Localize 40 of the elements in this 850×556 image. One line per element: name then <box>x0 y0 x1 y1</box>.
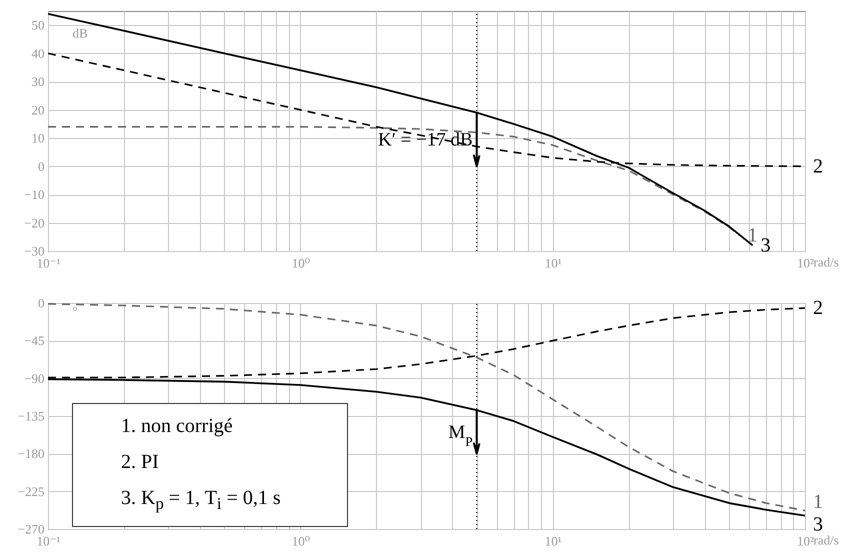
y-tick-label: −90 <box>24 370 44 386</box>
annotation: K′ = −17 dB <box>378 129 473 150</box>
text-box: 1. non corrigé 2. PI 3. K$_{p}$ = 1, T$_{i}$ = 0,1 s <box>72 403 348 527</box>
series-label: 3 <box>760 234 771 256</box>
x-tick-label: 10⁻¹ <box>36 534 60 548</box>
y-tick-label: −135 <box>18 408 44 424</box>
y-tick-label: 20 <box>32 102 44 118</box>
annotation: M$_{P}$ <box>448 422 473 448</box>
x-tick-label: 10² <box>797 534 814 548</box>
x-tick-label: 10¹ <box>544 256 562 270</box>
series-label: 3 <box>813 513 823 536</box>
y-axis-title: dB <box>72 26 88 41</box>
y-tick-label: 40 <box>32 46 44 61</box>
series-label: 1 <box>747 224 758 246</box>
y-tick-label: −30 <box>24 244 44 258</box>
annotation: 3. K$_{p}$ = 1, T$_{i}$ = 0,1 s <box>121 486 282 515</box>
y-tick-label: −225 <box>18 484 44 499</box>
series-label: 2 <box>813 297 823 320</box>
x-axis-title: rad/s <box>814 532 839 548</box>
y-tick-label: −180 <box>18 446 44 462</box>
y-axis-title: ° <box>72 304 78 318</box>
y-tick-label: −10 <box>24 187 44 202</box>
y-tick-label: 50 <box>32 18 44 33</box>
y-tick-label: −20 <box>24 215 44 230</box>
series-label: 2 <box>813 155 823 178</box>
x-tick-label: 10² <box>797 256 814 270</box>
x-tick-label: 10¹ <box>544 534 562 548</box>
x-tick-label: 10⁻¹ <box>36 256 60 270</box>
y-tick-label: −270 <box>18 522 44 536</box>
x-tick-label: 10⁰ <box>292 534 310 548</box>
x-axis-title: rad/s <box>814 254 839 270</box>
y-tick-label: 0 <box>38 158 44 174</box>
y-tick-label: 0 <box>38 296 44 310</box>
y-tick-label: 10 <box>32 130 44 146</box>
y-tick-label: −45 <box>24 333 44 348</box>
series-label: 1 <box>813 490 823 513</box>
y-tick-label: 30 <box>32 74 44 90</box>
x-tick-label: 10⁰ <box>292 256 310 270</box>
annotation: 2. PI <box>121 450 160 475</box>
annotation: 1. non corrigé <box>121 414 234 439</box>
